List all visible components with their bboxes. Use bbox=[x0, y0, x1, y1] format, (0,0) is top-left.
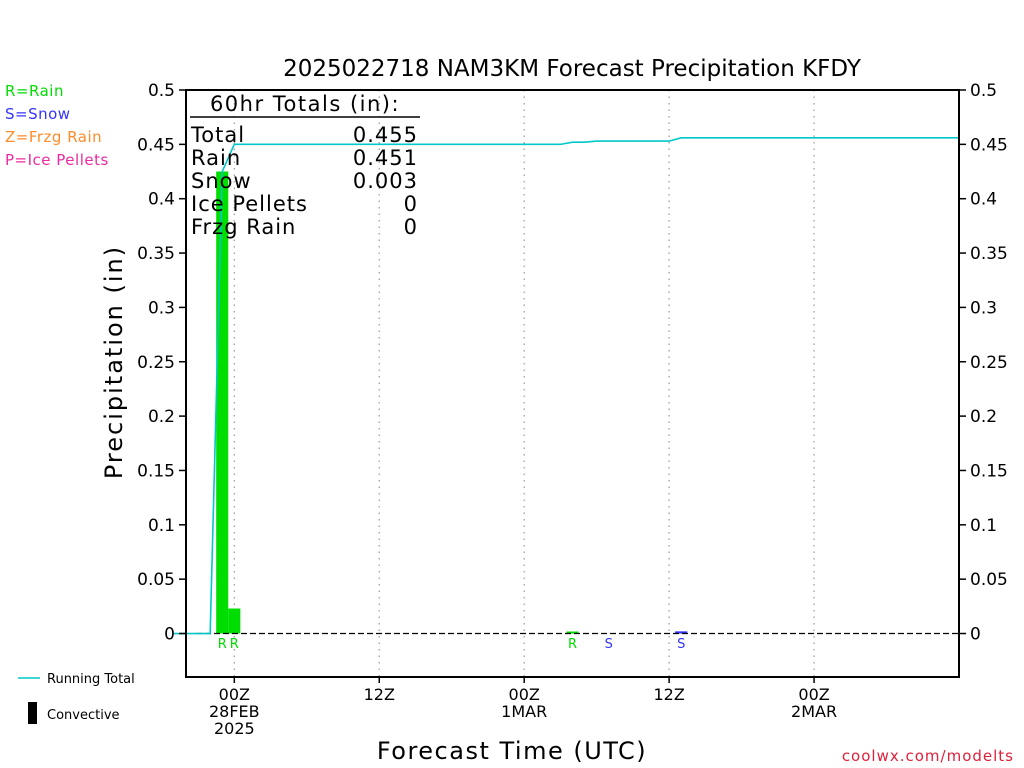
y-tick-label-left: 0.5 bbox=[148, 81, 175, 101]
type-legend-entry: Z=Frzg Rain bbox=[5, 128, 102, 146]
totals-row-label: Snow bbox=[191, 169, 252, 193]
running-total-line bbox=[173, 137, 959, 635]
y-tick-label-left: 0.15 bbox=[137, 461, 175, 481]
x-tick-label: 28FEB bbox=[209, 702, 260, 721]
y-tick-label-right: 0.05 bbox=[970, 570, 1008, 590]
y-tick-label-right: 0.1 bbox=[970, 516, 997, 536]
totals-row-label: Frzg Rain bbox=[191, 215, 296, 239]
precip-bar bbox=[566, 631, 579, 634]
credit-text: coolwx.com/modelts bbox=[842, 747, 1014, 765]
totals-row-label: Rain bbox=[191, 146, 241, 170]
y-tick-label-right: 0.25 bbox=[970, 353, 1008, 373]
precip-bar bbox=[675, 631, 688, 634]
x-tick-label: 2025 bbox=[214, 719, 255, 738]
x-axis-label: Forecast Time (UTC) bbox=[377, 737, 647, 765]
totals-row-value: 0.455 bbox=[353, 123, 418, 147]
y-tick-label-right: 0.4 bbox=[970, 190, 997, 210]
x-tick-label: 00Z bbox=[509, 685, 540, 704]
precip-type-legend: R=Rain S=Snow Z=Frzg Rain P=Ice Pellets bbox=[5, 82, 109, 169]
totals-row-value: 0.451 bbox=[353, 146, 418, 170]
y-tick-label-right: 0.15 bbox=[970, 461, 1008, 481]
y-axis-label: Precipitation (in) bbox=[100, 245, 128, 479]
plot-area: R R R S S0 00.05 0.050.1 0.10.15 0.150.2 0.20.25 0… bbox=[137, 81, 1008, 738]
precip-type-label: R bbox=[230, 637, 239, 652]
type-legend-entry: R=Rain bbox=[5, 82, 64, 100]
totals-row-value: 0 bbox=[404, 192, 418, 216]
totals-row-value: 0.003 bbox=[353, 169, 418, 193]
type-legend-entry: S=Snow bbox=[5, 105, 71, 123]
y-tick-label-left: 0.05 bbox=[137, 570, 175, 590]
series-legend-label: Convective bbox=[47, 708, 120, 723]
totals-row-label: Total bbox=[190, 123, 245, 147]
y-tick-label-left: 0.2 bbox=[148, 407, 175, 427]
y-tick-label-left: 0.25 bbox=[137, 353, 175, 373]
totals-header: 60hr Totals (in): bbox=[210, 92, 400, 116]
precip-bar bbox=[216, 171, 229, 634]
series-legend-label: Running Total bbox=[47, 672, 135, 687]
precip-type-label: S bbox=[677, 637, 685, 652]
y-tick-label-right: 0.45 bbox=[970, 135, 1008, 155]
y-tick-label-right: 0 bbox=[970, 625, 981, 645]
y-tick-label-left: 0.45 bbox=[137, 135, 175, 155]
precip-type-label: S bbox=[605, 637, 613, 652]
y-tick-label-right: 0.5 bbox=[970, 81, 997, 101]
precip-bar bbox=[228, 608, 241, 634]
series-legend: Running Total Convective bbox=[18, 672, 135, 724]
convective-legend-swatch bbox=[28, 702, 37, 724]
y-tick-label-right: 0.35 bbox=[970, 244, 1008, 264]
precip-type-label: R bbox=[568, 637, 577, 652]
totals-box: 60hr Totals (in): Total 0.455 Rain 0.451 Snow… bbox=[190, 92, 420, 239]
x-tick-label: 1MAR bbox=[501, 702, 547, 721]
y-tick-label-left: 0.3 bbox=[148, 298, 175, 318]
x-tick-label: 12Z bbox=[364, 685, 395, 704]
y-tick-label-left: 0.4 bbox=[148, 190, 175, 210]
x-tick-label: 12Z bbox=[653, 685, 684, 704]
y-tick-label-left: 0.1 bbox=[148, 516, 175, 536]
x-tick-label: 00Z bbox=[219, 685, 250, 704]
y-tick-label-right: 0.2 bbox=[970, 407, 997, 427]
plot-frame bbox=[185, 89, 960, 678]
x-tick-label: 2MAR bbox=[791, 702, 837, 721]
x-tick-label: 00Z bbox=[798, 685, 829, 704]
y-tick-label-left: 0.35 bbox=[137, 244, 175, 264]
totals-row-value: 0 bbox=[404, 215, 418, 239]
precip-type-label: R bbox=[218, 637, 227, 652]
y-tick-label-left: 0 bbox=[164, 625, 175, 645]
type-legend-entry: P=Ice Pellets bbox=[5, 151, 109, 169]
y-tick-label-right: 0.3 bbox=[970, 298, 997, 318]
totals-row-label: Ice Pellets bbox=[191, 192, 308, 216]
chart-title: 2025022718 NAM3KM Forecast Precipitation… bbox=[283, 56, 862, 82]
